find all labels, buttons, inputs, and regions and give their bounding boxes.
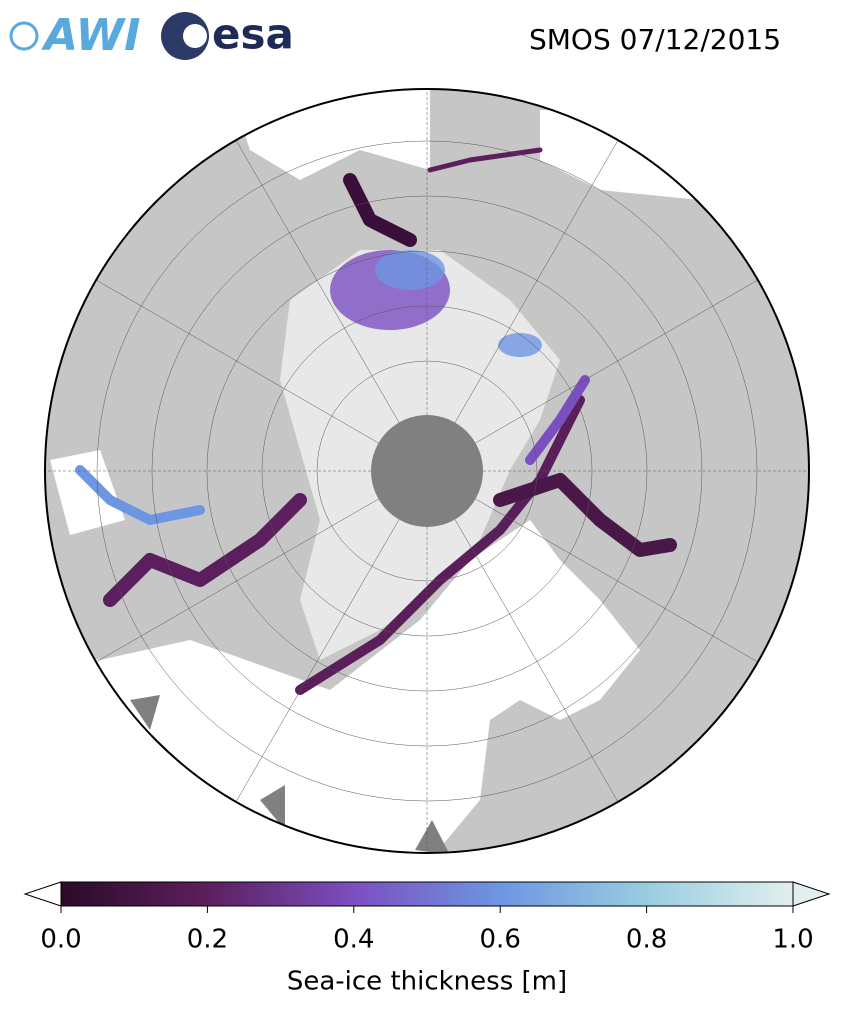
colorbar-extend-high	[792, 881, 831, 907]
colorbar-tick-label: 0.6	[480, 925, 521, 955]
graticule	[151, 195, 703, 747]
esa-logo: esa	[161, 10, 294, 60]
graticule	[454, 519, 619, 802]
graticule	[475, 498, 758, 663]
colorbar-tick-label: 0.4	[333, 925, 374, 955]
graticule	[316, 360, 538, 582]
graticule	[206, 250, 648, 692]
logo-text: AWI	[41, 10, 141, 61]
graticule	[261, 305, 593, 637]
colorbar: 0.0 0.2 0.4 0.6 0.8 1.0	[23, 881, 831, 955]
colorbar-label: Sea-ice thickness [m]	[287, 967, 567, 997]
colorbar-gradient	[61, 882, 793, 906]
colorbar-frame	[60, 881, 794, 907]
colorbar-tick-label: 0.2	[187, 925, 228, 955]
colorbar-extend-low	[23, 881, 62, 907]
map-title: SMOS 07/12/2015	[529, 23, 781, 56]
graticule	[235, 519, 400, 802]
colorbar-tick-label: 1.0	[772, 925, 813, 955]
graticule	[96, 140, 758, 802]
colorbar-tick-label: 0.8	[626, 925, 667, 955]
graticule	[454, 140, 619, 423]
graticule	[235, 140, 400, 423]
graticule	[475, 279, 758, 444]
graticule	[96, 498, 379, 663]
logo-text: esa	[212, 10, 294, 59]
colorbar-tick-label: 0.0	[40, 925, 81, 955]
awi-logo: AWI	[9, 10, 141, 61]
graticule	[96, 279, 379, 444]
